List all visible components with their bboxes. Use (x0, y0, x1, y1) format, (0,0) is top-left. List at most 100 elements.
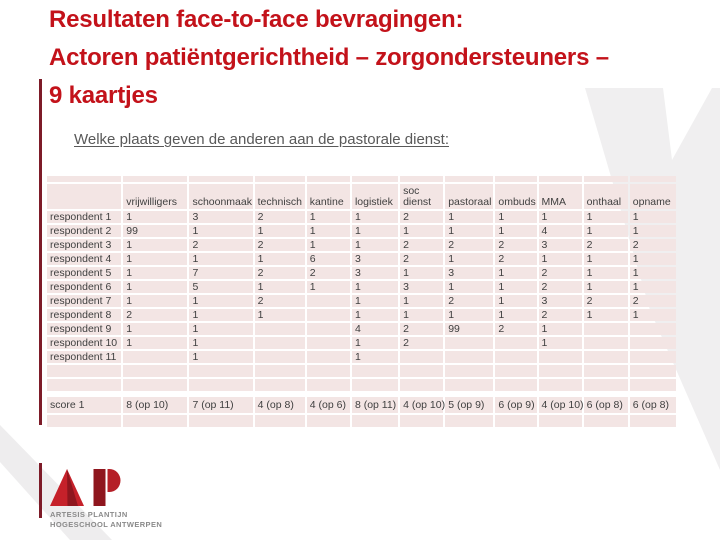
score-cell: 6 (op 8) (583, 397, 628, 413)
column-header: ombuds (495, 184, 537, 209)
table-cell: 1 (123, 323, 188, 335)
table-container: vrijwilligers schoonmaak technisch kantine l… (45, 174, 678, 429)
table-cell: 1 (629, 309, 676, 321)
table-cell: 99 (445, 323, 494, 335)
table-cell: 6 (306, 253, 350, 265)
table-cell (629, 323, 676, 335)
table-cell: 2 (123, 309, 188, 321)
score-cell: 4 (op 6) (306, 397, 350, 413)
column-header: onthaal (583, 184, 628, 209)
score-cell: 4 (op 8) (254, 397, 305, 413)
table-cell (583, 323, 628, 335)
table-cell: 2 (495, 323, 537, 335)
table-cell (445, 337, 494, 349)
spacer-cell (445, 176, 494, 182)
spacer-cell (47, 176, 122, 182)
table-cell: 1 (189, 337, 253, 349)
logo-text-line-1: ARTESIS PLANTIJN (50, 510, 128, 519)
table-cell: 2 (538, 309, 582, 321)
table-cell: 1 (538, 337, 582, 349)
table-cell: 1 (495, 281, 537, 293)
row-label: respondent 11 (47, 351, 122, 363)
spacer-cell (445, 365, 494, 377)
subtitle: Welke plaats geven de anderen aan de pas… (74, 131, 449, 148)
gap-cell (400, 393, 443, 395)
gap-cell (445, 393, 493, 395)
table-row (47, 379, 676, 391)
score-cell: 8 (op 11) (351, 397, 399, 413)
table-cell: 3 (400, 281, 444, 293)
score-cell: 4 (op 10) (538, 397, 584, 413)
table-cell: 3 (351, 267, 399, 279)
corner-cell (47, 184, 122, 209)
gap-cell (123, 393, 187, 395)
table-cell: 2 (189, 239, 253, 251)
spacer-cell (445, 415, 494, 427)
table-cell: 1 (189, 253, 253, 265)
table-cell: 1 (123, 337, 188, 349)
table-cell (306, 309, 350, 321)
table-cell: 1 (629, 267, 676, 279)
table-cell (495, 337, 537, 349)
table-row: respondent 9 1 1 4 2 99 2 1 (47, 323, 676, 335)
table-cell: 1 (351, 211, 399, 223)
table-row: respondent 11 1 1 (47, 351, 676, 363)
table-cell: 2 (538, 267, 582, 279)
table-cell (400, 351, 444, 363)
table-cell: 1 (538, 323, 582, 335)
spacer-cell (254, 379, 305, 391)
spacer-cell (123, 415, 188, 427)
table-cell: 1 (445, 253, 494, 265)
table-cell: 1 (306, 211, 350, 223)
table-row: vrijwilligers schoonmaak technisch kantine l… (47, 184, 676, 209)
spacer-cell (351, 365, 399, 377)
table-row (47, 176, 676, 182)
spacer-cell (495, 365, 537, 377)
table-cell: 2 (495, 239, 537, 251)
spacer-cell (254, 176, 305, 182)
table-cell: 2 (254, 239, 305, 251)
column-header: MMA (538, 184, 582, 209)
table-cell: 2 (629, 295, 676, 307)
score-cell: 5 (op 9) (445, 397, 494, 413)
table-cell: 2 (254, 267, 305, 279)
page-title: Resultaten face-to-face bevragingen: Act… (49, 1, 609, 115)
table-cell: 3 (189, 211, 253, 223)
spacer-cell (189, 415, 253, 427)
spacer-cell (123, 379, 188, 391)
row-label: respondent 1 (47, 211, 122, 223)
table-row: respondent 2 99 1 1 1 1 1 1 1 4 1 1 (47, 225, 676, 237)
gap-cell (352, 393, 398, 395)
spacer-cell (254, 415, 305, 427)
column-header: soc dienst (400, 184, 444, 209)
table-cell: 2 (400, 239, 444, 251)
table-cell: 3 (351, 253, 399, 265)
spacer-cell (400, 365, 444, 377)
spacer-cell (538, 415, 582, 427)
table-cell: 2 (445, 239, 494, 251)
table-cell: 1 (351, 351, 399, 363)
spacer-cell (306, 415, 350, 427)
table-cell: 1 (400, 295, 444, 307)
table-cell: 1 (254, 281, 305, 293)
table-cell (629, 337, 676, 349)
spacer-cell (495, 176, 537, 182)
table-cell: 2 (306, 267, 350, 279)
spacer-cell (538, 176, 582, 182)
spacer-cell (400, 379, 444, 391)
spacer-cell (629, 415, 676, 427)
spacer-cell (629, 379, 676, 391)
column-header: technisch (254, 184, 305, 209)
table-cell: 1 (254, 253, 305, 265)
table-cell: 1 (306, 281, 350, 293)
spacer-cell (583, 365, 628, 377)
table-cell: 1 (445, 225, 494, 237)
table-cell: 3 (538, 239, 582, 251)
table-cell: 1 (254, 225, 305, 237)
spacer-cell (583, 176, 628, 182)
table-cell: 3 (538, 295, 582, 307)
